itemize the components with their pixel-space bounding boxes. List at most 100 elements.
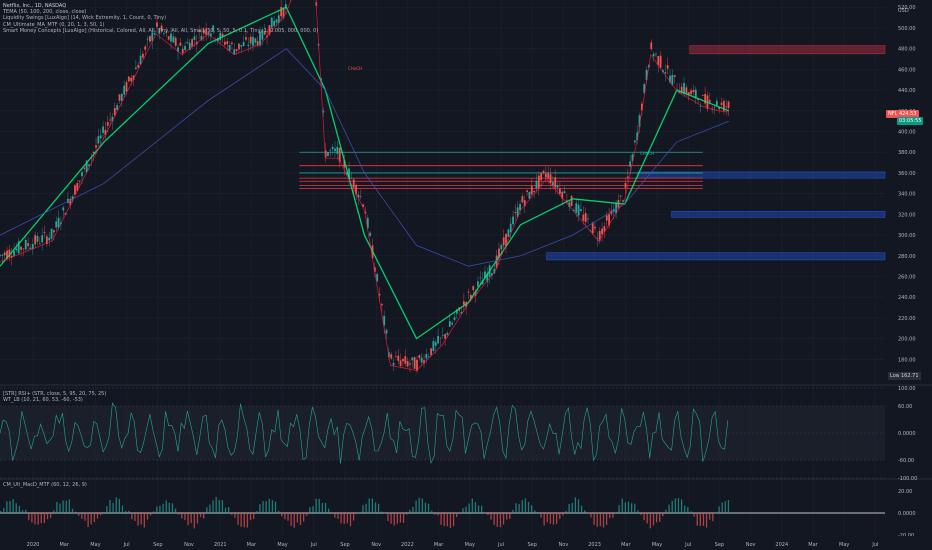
candle-body bbox=[725, 106, 728, 108]
legend-indicator-smc[interactable]: Smart Money Concepts [LuxAlgo] (Historic… bbox=[3, 27, 319, 34]
candle-body bbox=[699, 105, 702, 107]
macd-bar bbox=[87, 513, 89, 528]
macd-bar bbox=[343, 513, 345, 524]
candle-body bbox=[598, 231, 601, 241]
candle-body bbox=[88, 164, 90, 167]
candle-body bbox=[722, 100, 725, 111]
macd-bar bbox=[174, 508, 177, 513]
macd-bar bbox=[306, 513, 308, 516]
candle-body bbox=[469, 295, 472, 299]
macd-bar bbox=[93, 513, 96, 522]
time-tick-label: Mar bbox=[621, 542, 631, 548]
macd-bar bbox=[418, 497, 420, 513]
macd-legend: CM_Ult_MacD_MTF (60, 12, 26, 9) bbox=[3, 482, 87, 488]
candle-body bbox=[591, 222, 594, 234]
candle-body bbox=[423, 360, 425, 364]
macd-bar bbox=[481, 505, 483, 513]
macd-bar bbox=[390, 513, 392, 524]
time-axis[interactable]: 2020 Mar May Jul Sep Nov 2021 Mar May Jul Sep Nov 20… bbox=[0, 536, 932, 550]
macd-bar bbox=[128, 510, 130, 513]
candle-body bbox=[711, 109, 714, 110]
candle-body bbox=[519, 204, 521, 211]
macd-bar bbox=[599, 513, 602, 527]
candle-body bbox=[350, 177, 353, 179]
candle-body bbox=[334, 148, 336, 152]
macd-bar bbox=[243, 513, 245, 528]
candle-body bbox=[441, 335, 444, 336]
macd-bar bbox=[162, 503, 164, 513]
candle-body bbox=[106, 122, 109, 126]
candle-body bbox=[523, 200, 526, 207]
candle-body bbox=[486, 273, 489, 283]
candle-body bbox=[479, 277, 482, 279]
time-tick-label: May bbox=[90, 542, 100, 548]
candle-body bbox=[383, 315, 386, 326]
macd-bar bbox=[543, 513, 545, 526]
candle-body bbox=[409, 363, 411, 365]
rsi-legend-title[interactable]: [STR] RSI+ (STR, close, 5, 95, 20, 75, 2… bbox=[3, 391, 107, 397]
currency-label[interactable]: USD bbox=[898, 8, 909, 14]
candle-body bbox=[83, 167, 86, 169]
legend-indicator-tema[interactable]: TEMA (50, 100, 200, close, close) bbox=[3, 9, 87, 16]
rsi-legend-sub[interactable]: WT_LB (10, 21, 60, 53, -60, -53) bbox=[3, 397, 83, 404]
candle-body bbox=[444, 334, 447, 339]
macd-bar bbox=[643, 513, 645, 521]
price-tick-label: 360.00 bbox=[898, 171, 916, 177]
candle-body bbox=[200, 36, 203, 41]
macd-bar bbox=[590, 513, 592, 518]
legend-indicator-ma[interactable]: CM_Ultimate_MA_MTF (0, 20, 1, 3, 50, 1) bbox=[3, 21, 105, 28]
macd-bar bbox=[268, 498, 270, 513]
macd-bar bbox=[337, 513, 339, 519]
candle-body bbox=[556, 185, 559, 188]
time-tick-label: May bbox=[465, 542, 475, 548]
candle-body bbox=[575, 203, 578, 213]
candle-body bbox=[505, 233, 507, 246]
price-tag-value: 424.53 bbox=[897, 110, 919, 118]
macd-bar bbox=[662, 513, 664, 517]
price-tick-label: 220.00 bbox=[898, 316, 916, 322]
time-tick-label: 2023 bbox=[588, 542, 601, 548]
tema-line bbox=[0, 0, 729, 371]
macd-bar bbox=[630, 503, 633, 513]
candle-body bbox=[118, 94, 121, 101]
macd-bar bbox=[605, 513, 608, 525]
candle-body bbox=[418, 355, 421, 358]
candle-body bbox=[92, 151, 95, 154]
candle-body bbox=[357, 194, 360, 198]
candle-body bbox=[343, 160, 346, 168]
macd-bar bbox=[540, 513, 542, 518]
macd-legend-title[interactable]: CM_Ult_MacD_MTF (60, 12, 26, 9) bbox=[3, 482, 87, 488]
legend-title[interactable]: Netflix, Inc., 1D, NASDAQ bbox=[3, 3, 67, 9]
candle-body bbox=[149, 36, 151, 42]
candle-body bbox=[331, 146, 334, 150]
macd-bar bbox=[327, 508, 330, 513]
macd-bar bbox=[365, 503, 367, 513]
candle-body bbox=[186, 42, 189, 44]
candle-body bbox=[662, 70, 664, 73]
candle-body bbox=[427, 356, 430, 357]
candle-body bbox=[537, 175, 540, 188]
candle-body bbox=[17, 241, 20, 254]
candle-body bbox=[137, 65, 140, 68]
candle-body bbox=[43, 231, 46, 233]
candle-body bbox=[439, 337, 442, 339]
candle-body bbox=[540, 172, 543, 181]
macd-bar bbox=[68, 499, 71, 513]
macd-bar bbox=[231, 513, 233, 515]
macd-bar bbox=[134, 513, 136, 521]
macd-bar bbox=[477, 505, 480, 513]
macd-bar bbox=[265, 501, 267, 513]
legend-indicator-liquidity[interactable]: Liquidity Swings [LuxAlgo] (14, Wick Ext… bbox=[3, 15, 167, 22]
candle-body bbox=[376, 274, 379, 282]
macd-bar bbox=[109, 499, 111, 513]
price-tick-label: 480.00 bbox=[898, 47, 916, 53]
candle-body bbox=[226, 41, 229, 45]
candle-body bbox=[261, 29, 264, 40]
candle-body bbox=[338, 147, 341, 162]
macd-bar bbox=[424, 502, 427, 513]
candle-body bbox=[664, 72, 667, 74]
price-axis[interactable]: 520.00500.00480.00460.00440.00420.00400.… bbox=[898, 5, 916, 363]
candle-body bbox=[235, 49, 238, 51]
candle-body bbox=[685, 87, 688, 94]
